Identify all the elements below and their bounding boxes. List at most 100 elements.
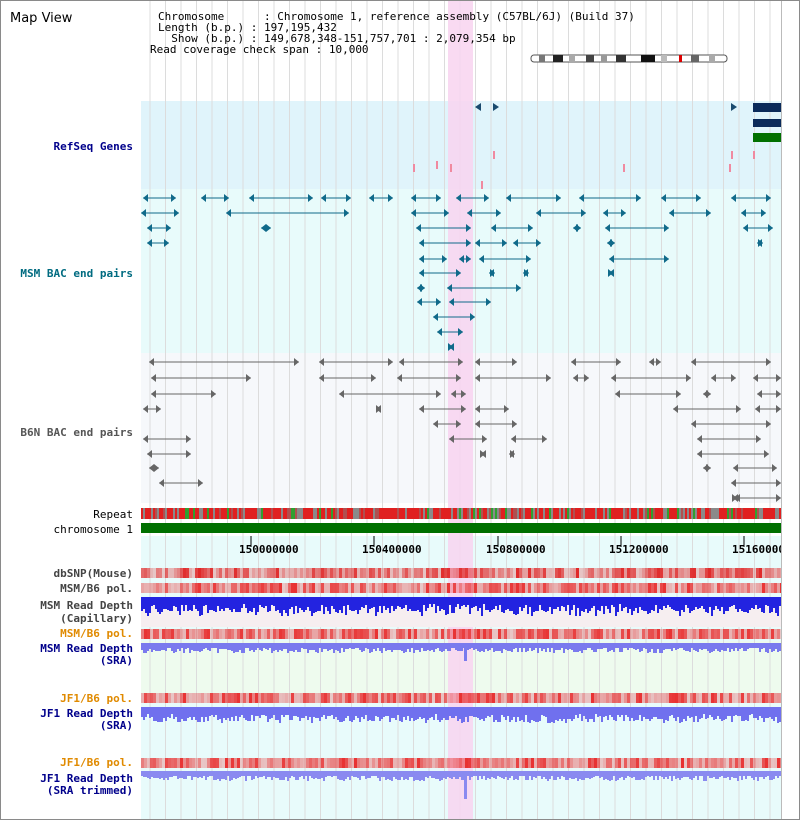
read-depth-bar (373, 771, 375, 776)
polymorphism-cell (162, 693, 165, 703)
bac-end-arrow (603, 209, 608, 217)
read-depth-bar (259, 771, 261, 777)
jf1-read-depth-sra-label[interactable]: JF1 Read Depth (40, 707, 133, 720)
read-depth-bar (653, 771, 655, 780)
polymorphism-cell (537, 583, 540, 593)
repeat-segment (695, 508, 697, 519)
jf1-b6-pol-label[interactable]: JF1/B6 pol. (60, 692, 133, 705)
read-depth-bar (765, 597, 767, 605)
polymorphism-cell (648, 583, 651, 593)
genome-tracks-canvas[interactable] (1, 1, 781, 819)
msm-read-depth-sra-label[interactable]: MSM Read Depth (40, 642, 133, 655)
polymorphism-cell (417, 693, 420, 703)
polymorphism-cell (204, 568, 207, 578)
read-depth-bar (473, 707, 475, 717)
repeat-segment (385, 508, 387, 519)
read-depth-bar (395, 597, 397, 609)
repeat-segment (651, 508, 653, 519)
bac-end-arrow (611, 374, 616, 382)
read-depth-bar (691, 707, 693, 717)
polymorphism-cell (384, 583, 387, 593)
polymorphism-cell (582, 568, 585, 578)
read-depth-bar (271, 771, 273, 780)
msm-b6-pol-label[interactable]: MSM/B6 pol. (60, 582, 133, 595)
polymorphism-cell (336, 583, 339, 593)
read-depth-bar (661, 597, 663, 610)
read-depth-bar (167, 643, 169, 648)
polymorphism-cell (747, 583, 750, 593)
jf1-b6-pol-trimmed-label[interactable]: JF1/B6 pol. (60, 756, 133, 769)
bac-end-arrow (756, 435, 761, 443)
bac-end-arrow (480, 450, 485, 458)
read-depth-bar (577, 597, 579, 608)
polymorphism-cell (177, 568, 180, 578)
polymorphism-cell (168, 629, 171, 639)
bac-end-arrow (636, 194, 641, 202)
read-depth-bar (573, 771, 575, 779)
polymorphism-cell (195, 629, 198, 639)
msm-b6-pol-sra-label[interactable]: MSM/B6 pol. (60, 627, 133, 640)
bac-end-arrow (171, 194, 176, 202)
refseq-genes-label[interactable]: RefSeq Genes (53, 140, 133, 153)
read-depth-bar (753, 771, 755, 780)
read-depth-bar (355, 771, 357, 777)
jf1-read-depth-trimmed-label[interactable]: JF1 Read Depth (40, 772, 133, 785)
read-depth-bar (523, 707, 525, 722)
repeat-segment (275, 508, 277, 519)
read-depth-bar (267, 771, 269, 777)
msm-bac-label[interactable]: MSM BAC end pairs (20, 267, 133, 280)
read-depth-bar (315, 707, 317, 718)
vertical-scrollbar[interactable] (781, 1, 799, 819)
read-depth-bar (431, 643, 433, 650)
bac-end-arrow (731, 479, 736, 487)
repeat-segment (349, 508, 351, 519)
polymorphism-cell (252, 693, 255, 703)
read-depth-bar (373, 597, 375, 607)
polymorphism-cell (177, 583, 180, 593)
polymorphism-cell (726, 758, 729, 768)
polymorphism-cell (777, 583, 780, 593)
polymorphism-cell (402, 693, 405, 703)
polymorphism-cell (609, 629, 612, 639)
bac-end-arrow (143, 194, 148, 202)
read-depth-bar (687, 771, 689, 777)
bac-end-arrow (576, 224, 581, 232)
repeat-segment (163, 508, 165, 519)
repeat-segment (633, 508, 635, 519)
repeat-segment (563, 508, 565, 519)
repeat-segment (357, 508, 359, 519)
read-depth-bar (175, 771, 177, 776)
bac-end-arrow (546, 374, 551, 382)
read-depth-bar (171, 771, 173, 777)
read-depth-bar (699, 597, 701, 608)
polymorphism-cell (729, 568, 732, 578)
read-depth-bar (577, 643, 579, 652)
polymorphism-cell (672, 583, 675, 593)
read-depth-bar (233, 597, 235, 609)
read-depth-bar (611, 643, 613, 650)
bac-end-arrow (141, 209, 146, 217)
polymorphism-cell (300, 583, 303, 593)
dbsnp-label[interactable]: dbSNP(Mouse) (53, 567, 133, 580)
polymorphism-cell (561, 693, 564, 703)
repeat-segment (529, 508, 531, 519)
repeat-segment (667, 508, 669, 519)
read-depth-bar (471, 597, 473, 608)
repeat-segment (151, 508, 153, 519)
polymorphism-cell (534, 568, 537, 578)
polymorphism-cell (294, 583, 297, 593)
b6n-bac-label[interactable]: B6N BAC end pairs (20, 426, 133, 439)
read-depth-bar (665, 707, 667, 720)
read-depth-bar (449, 771, 451, 778)
msm-read-depth-capillary-label[interactable]: MSM Read Depth (40, 599, 133, 612)
polymorphism-cell (372, 693, 375, 703)
bac-end-arrow (475, 358, 480, 366)
read-depth-bar (141, 771, 143, 776)
bac-end-arrow (526, 255, 531, 263)
read-depth-bar (231, 643, 233, 651)
polymorphism-cell (672, 568, 675, 578)
polymorphism-cell (378, 693, 381, 703)
read-depth-bar (375, 771, 377, 776)
read-depth-bar (431, 771, 433, 778)
bac-end-arrow (456, 420, 461, 428)
